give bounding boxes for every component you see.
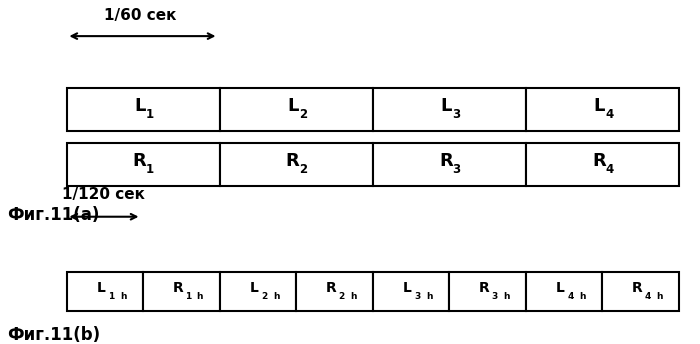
Text: 2: 2: [338, 292, 344, 301]
Text: h: h: [426, 292, 433, 301]
Text: Фиг.11(b): Фиг.11(b): [7, 326, 100, 344]
Text: 2: 2: [299, 163, 307, 176]
Text: R: R: [439, 152, 453, 170]
Text: L: L: [134, 97, 146, 115]
Text: h: h: [120, 292, 127, 301]
Text: 2: 2: [261, 292, 267, 301]
Text: L: L: [250, 281, 259, 295]
Bar: [66, 272, 143, 311]
Bar: [220, 272, 296, 311]
Text: 1/60 сек: 1/60 сек: [104, 8, 176, 23]
Text: 1/120 сек: 1/120 сек: [62, 187, 145, 202]
Text: 4: 4: [568, 292, 574, 301]
Text: R: R: [326, 281, 336, 295]
Text: L: L: [97, 281, 106, 295]
Text: Фиг.11(a): Фиг.11(a): [7, 206, 99, 224]
Bar: [220, 88, 372, 131]
Bar: [372, 272, 449, 311]
Text: R: R: [286, 152, 300, 170]
Text: 3: 3: [452, 163, 461, 176]
Bar: [66, 143, 220, 186]
Bar: [526, 88, 679, 131]
Bar: [372, 143, 526, 186]
Text: h: h: [197, 292, 203, 301]
Bar: [143, 272, 220, 311]
Bar: [526, 143, 679, 186]
Text: 4: 4: [644, 292, 650, 301]
Bar: [449, 272, 526, 311]
Text: 2: 2: [299, 108, 307, 121]
Text: 1: 1: [185, 292, 191, 301]
Text: 3: 3: [414, 292, 421, 301]
Text: 4: 4: [606, 108, 614, 121]
Text: h: h: [656, 292, 663, 301]
Text: L: L: [556, 281, 565, 295]
Text: L: L: [440, 97, 452, 115]
Text: R: R: [172, 281, 183, 295]
Text: R: R: [592, 152, 606, 170]
Text: 1: 1: [146, 163, 154, 176]
Bar: [526, 272, 603, 311]
Text: 1: 1: [146, 108, 154, 121]
Bar: [66, 88, 220, 131]
Text: R: R: [479, 281, 489, 295]
Text: L: L: [594, 97, 605, 115]
Bar: [220, 143, 372, 186]
Bar: [603, 272, 679, 311]
Text: h: h: [350, 292, 356, 301]
Bar: [296, 272, 372, 311]
Text: R: R: [133, 152, 146, 170]
Text: L: L: [287, 97, 298, 115]
Text: h: h: [503, 292, 510, 301]
Text: 3: 3: [452, 108, 461, 121]
Text: 1: 1: [108, 292, 115, 301]
Text: L: L: [403, 281, 412, 295]
Text: 4: 4: [606, 163, 614, 176]
Text: R: R: [632, 281, 643, 295]
Bar: [372, 88, 526, 131]
Text: h: h: [580, 292, 586, 301]
Text: 3: 3: [491, 292, 497, 301]
Text: h: h: [273, 292, 280, 301]
